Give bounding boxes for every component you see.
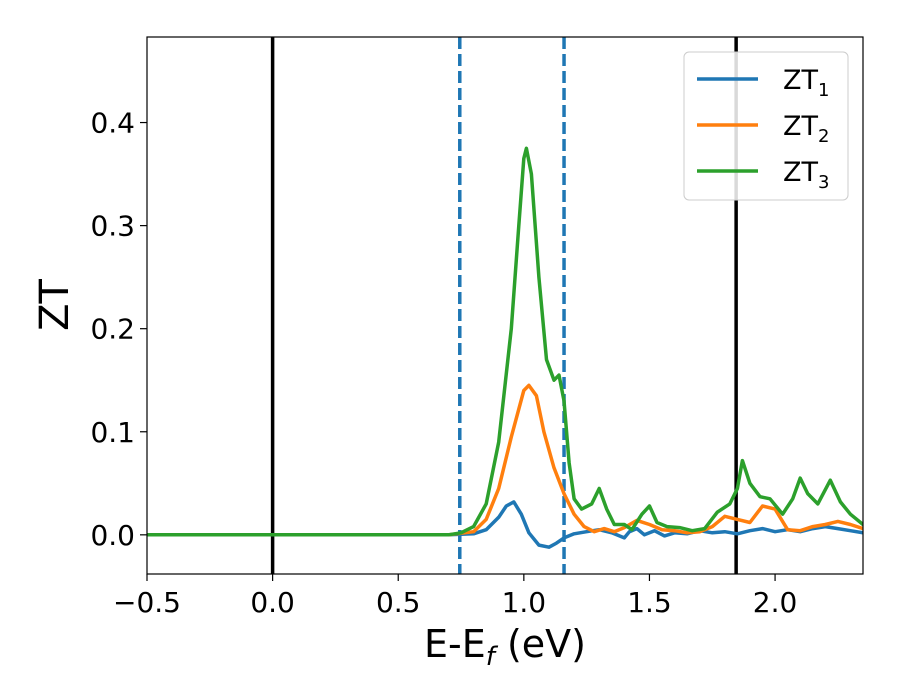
y-tick-label: 0.1 [90,416,135,449]
x-tick-label: 0.0 [250,586,295,619]
x-tick-label: 0.5 [376,586,421,619]
x-tick-label: 2.0 [753,586,798,619]
x-tick-label: 1.0 [502,586,547,619]
legend-box [683,51,849,201]
y-tick-label: 0.0 [90,519,135,552]
x-axis-label: E-Ef (eV) [424,622,586,672]
x-axis-ticks: −0.5 0.0 0.5 1.0 1.5 2.0 [113,574,797,619]
y-tick-label: 0.3 [90,210,135,243]
x-tick-label: −0.5 [113,586,181,619]
plot-frame [146,36,864,575]
legend-label-2: ZT2 [783,111,829,147]
legend-label-1: ZT1 [783,65,829,101]
y-axis-ticks: 0.0 0.1 0.2 0.3 0.4 [90,107,147,552]
legend-label-3: ZT3 [783,157,829,193]
y-tick-label: 0.4 [90,107,135,140]
y-axis-label: ZT [32,279,78,331]
x-tick-label: 1.5 [627,586,672,619]
series-lines [147,146,863,549]
series-line-1 [147,500,863,549]
series-line-3 [147,146,863,537]
y-tick-label: 0.2 [90,313,135,346]
legend: ZT1 ZT2 ZT3 [683,51,849,201]
